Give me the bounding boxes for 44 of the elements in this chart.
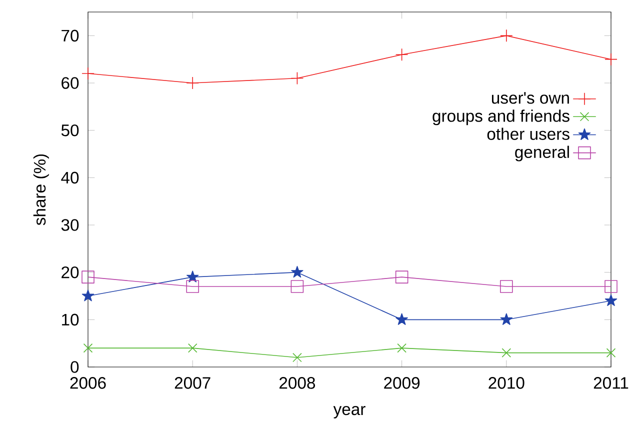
- point: [290, 280, 304, 293]
- legend-label: groups and friends: [432, 110, 570, 126]
- point: [186, 76, 200, 90]
- point: [82, 290, 94, 302]
- x-tick-label: 2011: [594, 377, 628, 389]
- point: [396, 313, 408, 325]
- point: [186, 270, 199, 282]
- point: [82, 67, 94, 80]
- point: [82, 270, 94, 284]
- legend-label: other users: [487, 128, 570, 140]
- point: [502, 348, 512, 358]
- point: [604, 294, 618, 306]
- point: [292, 352, 302, 362]
- y-tick-label: 60: [62, 77, 79, 89]
- point: [395, 270, 408, 284]
- x-tick-label: 2010: [488, 377, 524, 389]
- x-axis-title: year: [333, 406, 366, 418]
- y-tick-label: 0: [70, 361, 79, 373]
- y-tick-label: 20: [62, 266, 79, 278]
- legend-label: user's own: [492, 92, 569, 104]
- point: [188, 343, 198, 353]
- x-tick-label: 2006: [70, 377, 106, 389]
- y-tick-label: 30: [61, 219, 79, 231]
- point: [83, 343, 93, 353]
- y-axis-title: share (%): [33, 154, 49, 226]
- y-tick-label: 50: [61, 124, 79, 136]
- y-tick-label: 10: [62, 314, 79, 326]
- x-tick-label: 2009: [384, 377, 420, 389]
- point: [606, 348, 616, 358]
- y-tick-label: 40: [61, 172, 79, 184]
- point: [500, 29, 513, 42]
- point: [186, 280, 200, 293]
- y-tick-label: 70: [62, 30, 79, 42]
- point: [604, 52, 618, 66]
- point: [291, 266, 304, 278]
- point: [500, 313, 513, 325]
- point: [290, 72, 304, 85]
- point: [395, 48, 408, 61]
- point: [397, 343, 406, 353]
- x-tick-label: 2007: [174, 377, 210, 389]
- point: [604, 280, 618, 293]
- point: [500, 280, 513, 293]
- legend-label: general: [515, 146, 569, 162]
- x-tick-label: 2008: [280, 377, 316, 389]
